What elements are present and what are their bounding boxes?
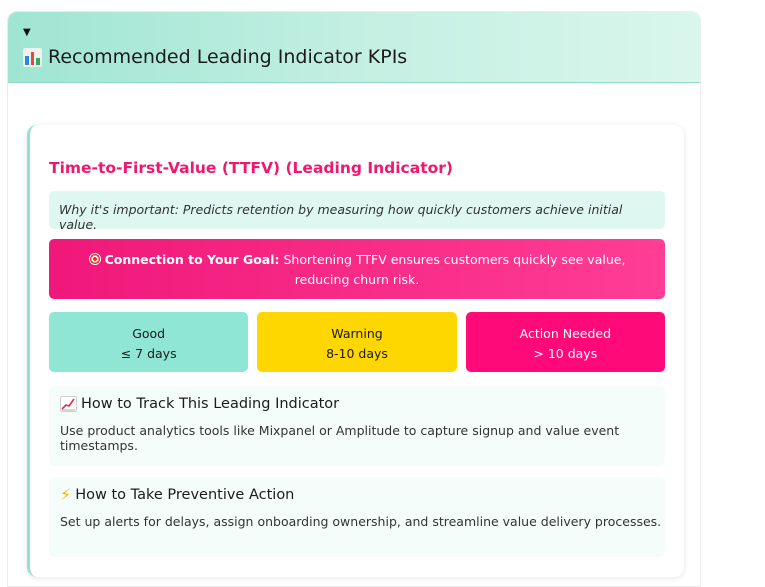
threshold-good-value: ≤ 7 days bbox=[120, 346, 177, 361]
goal-label: Connection to Your Goal: bbox=[104, 252, 280, 267]
panel-header[interactable]: ▼ Recommended Leading Indicator KPIs bbox=[8, 12, 700, 83]
collapse-toggle-icon[interactable]: ▼ bbox=[23, 27, 31, 38]
threshold-good-label: Good bbox=[132, 326, 166, 341]
threshold-action-label: Action Needed bbox=[519, 326, 612, 341]
panel-title: Recommended Leading Indicator KPIs bbox=[23, 45, 407, 69]
action-heading: ⚡ How to Take Preventive Action bbox=[60, 485, 295, 504]
action-title: How to Take Preventive Action bbox=[75, 487, 295, 503]
threshold-row: Good ≤ 7 days Warning 8-10 days Action N… bbox=[49, 312, 665, 372]
why-important-text: Why it's important: Predicts retention b… bbox=[59, 202, 623, 232]
why-important-box: Why it's important: Predicts retention b… bbox=[49, 191, 665, 232]
threshold-warning-value: 8-10 days bbox=[326, 346, 388, 361]
lightning-icon: ⚡ bbox=[60, 485, 72, 504]
threshold-good: Good ≤ 7 days bbox=[49, 312, 249, 372]
track-heading: How to Track This Leading Indicator bbox=[60, 396, 339, 412]
kpi-card: Time-to-First-Value (TTFV) (Leading Indi… bbox=[27, 125, 684, 577]
panel-title-text: Recommended Leading Indicator KPIs bbox=[48, 46, 408, 68]
threshold-action-needed: Action Needed > 10 days bbox=[465, 312, 665, 372]
kpi-panel: ▼ Recommended Leading Indicator KPIs Tim… bbox=[7, 11, 701, 587]
track-section: How to Track This Leading Indicator Use … bbox=[49, 386, 665, 466]
chart-increasing-icon bbox=[60, 396, 77, 412]
bar-chart-icon bbox=[23, 47, 42, 67]
track-title: How to Track This Leading Indicator bbox=[81, 396, 340, 412]
threshold-warning: Warning 8-10 days bbox=[257, 312, 457, 372]
track-body: Use product analytics tools like Mixpane… bbox=[60, 423, 620, 453]
threshold-warning-label: Warning bbox=[331, 326, 383, 341]
kpi-title: Time-to-First-Value (TTFV) (Leading Indi… bbox=[49, 159, 453, 177]
action-section: ⚡ How to Take Preventive Action Set up a… bbox=[49, 477, 665, 557]
goal-text: Shortening TTFV ensures customers quickl… bbox=[279, 252, 626, 287]
goal-connection-box: Connection to Your Goal: Shortening TTFV… bbox=[49, 239, 665, 299]
action-body: Set up alerts for delays, assign onboard… bbox=[60, 514, 662, 529]
target-icon bbox=[88, 253, 101, 265]
threshold-action-value: > 10 days bbox=[533, 346, 598, 361]
